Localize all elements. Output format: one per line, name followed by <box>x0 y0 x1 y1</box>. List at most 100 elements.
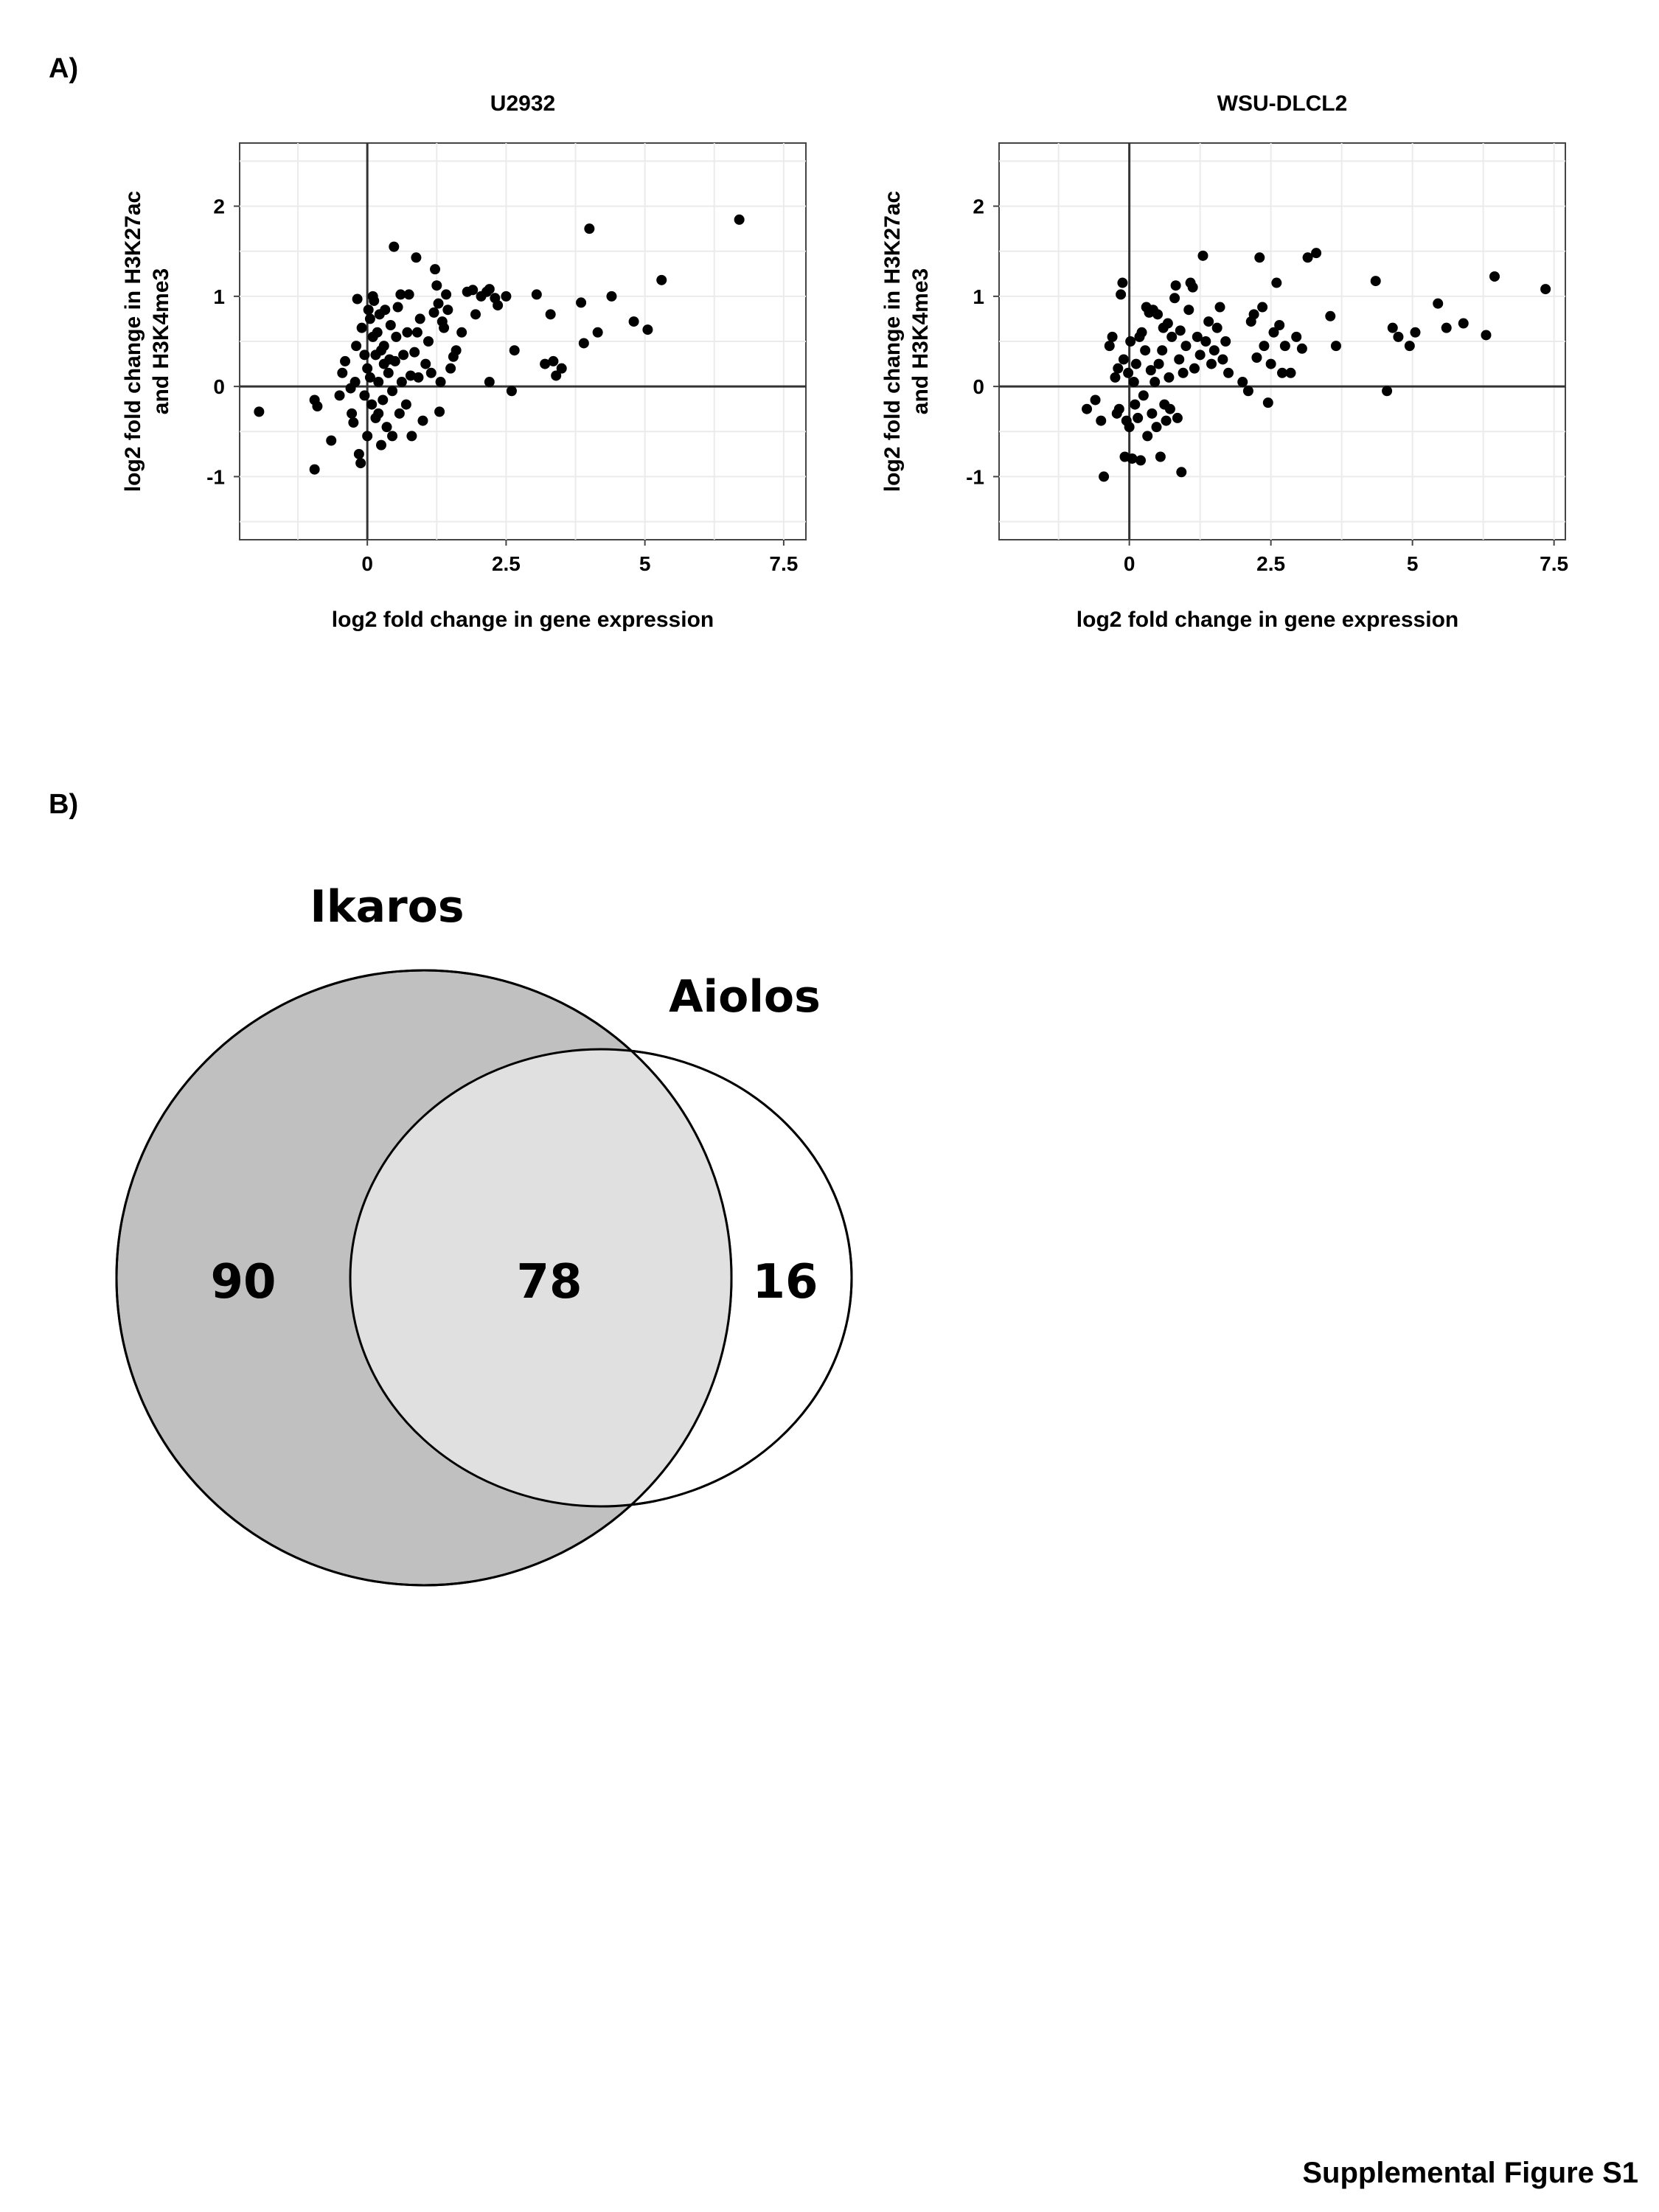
data-point <box>1110 372 1121 383</box>
data-point <box>1082 403 1093 414</box>
data-point <box>389 355 400 366</box>
data-point <box>394 408 405 419</box>
data-point <box>1248 309 1259 320</box>
data-point <box>1125 336 1136 347</box>
data-point <box>1140 345 1151 356</box>
data-point <box>548 355 559 366</box>
venn-outline-ikaros <box>115 969 733 1587</box>
data-point <box>1259 341 1270 352</box>
data-point <box>398 349 409 361</box>
data-point <box>1192 331 1203 342</box>
data-point <box>1183 305 1194 316</box>
chart-title: U2932 <box>490 91 555 116</box>
y-tick-label: -1 <box>206 465 225 488</box>
venn-count-aiolos-only: 16 <box>752 1255 818 1310</box>
data-point <box>359 349 370 361</box>
x-tick-label: 2.5 <box>492 552 521 575</box>
data-point <box>551 370 562 381</box>
data-point <box>1151 422 1162 433</box>
data-point <box>1296 343 1307 354</box>
data-point <box>1130 399 1141 410</box>
zero-axes <box>240 143 806 540</box>
x-tick-label: 5 <box>639 552 651 575</box>
data-point <box>1180 341 1192 352</box>
y-axis-label-line2: and H3K4me3 <box>149 268 173 414</box>
x-tick-label: 7.5 <box>1540 552 1568 575</box>
x-tick-label: 5 <box>1407 552 1419 575</box>
data-point <box>428 307 439 318</box>
data-point <box>1279 341 1290 352</box>
panel-a-label: A) <box>49 53 79 84</box>
data-point <box>576 297 587 308</box>
data-point <box>1206 358 1217 369</box>
data-point <box>1175 325 1186 336</box>
data-point <box>1170 280 1181 291</box>
data-point <box>433 298 444 309</box>
data-point <box>1153 358 1164 369</box>
data-point <box>1164 372 1175 383</box>
data-point <box>1123 367 1134 378</box>
venn-label-aiolos: Aiolos <box>669 971 821 1023</box>
y-tick-label: 2 <box>213 195 225 218</box>
data-point <box>1214 302 1225 313</box>
data-point <box>387 386 398 397</box>
data-point <box>1265 358 1276 369</box>
x-tick-label: 0 <box>1124 552 1135 575</box>
x-tick-label: 2.5 <box>1256 552 1285 575</box>
data-point <box>402 327 413 338</box>
data-point <box>484 284 495 295</box>
data-point <box>1393 331 1404 342</box>
data-point <box>545 309 556 320</box>
data-point <box>362 431 373 442</box>
x-axis-label: log2 fold change in gene expression <box>1077 608 1458 632</box>
x-tick-label: 0 <box>361 552 373 575</box>
data-point <box>391 331 402 342</box>
x-axis-label: log2 fold change in gene expression <box>332 608 714 632</box>
data-point <box>364 313 375 324</box>
data-point <box>1138 390 1149 401</box>
data-point <box>1242 386 1253 397</box>
data-point <box>337 367 348 378</box>
data-point <box>1118 354 1129 365</box>
data-point <box>364 372 375 383</box>
scatter-chart-wsu-dlcl2: 0 2.5 5 7.5 -1 0 1 2 WSU-DLCL2 log2 fold change… <box>880 91 1568 632</box>
data-point <box>349 377 361 388</box>
venn-count-both: 78 <box>516 1255 582 1310</box>
data-point <box>392 302 403 313</box>
y-tick-label: -1 <box>966 465 984 488</box>
data-point <box>1130 358 1141 369</box>
x-tick-label: 7.5 <box>769 552 798 575</box>
data-point <box>1166 331 1178 342</box>
data-point <box>353 448 364 459</box>
data-point <box>326 435 337 446</box>
data-point <box>1382 386 1393 397</box>
data-point <box>373 408 384 419</box>
venn-label-ikaros: Ikaros <box>310 881 464 933</box>
data-point <box>400 399 411 410</box>
data-point <box>309 464 320 475</box>
data-point <box>1090 394 1101 406</box>
data-point <box>1116 289 1127 300</box>
data-point <box>506 386 517 397</box>
data-point <box>456 327 467 338</box>
data-point <box>403 289 414 300</box>
data-point <box>356 322 367 333</box>
y-axis-label-line2: and H3K4me3 <box>908 268 933 414</box>
data-point <box>592 327 603 338</box>
data-point <box>355 458 366 469</box>
data-point <box>1433 298 1444 309</box>
data-point <box>362 363 373 374</box>
data-point <box>411 327 422 338</box>
data-point <box>1162 318 1173 329</box>
data-point <box>1458 318 1469 329</box>
tick-labels: 0 2.5 5 7.5 -1 0 1 2 <box>966 195 1568 575</box>
data-point <box>509 345 520 356</box>
data-point <box>395 289 406 300</box>
data-point <box>380 305 391 316</box>
panel-b-label: B) <box>49 789 79 820</box>
data-point <box>366 399 378 410</box>
data-point <box>584 223 595 234</box>
data-point <box>1117 277 1128 288</box>
data-point <box>1441 322 1452 333</box>
data-point <box>1096 415 1107 426</box>
